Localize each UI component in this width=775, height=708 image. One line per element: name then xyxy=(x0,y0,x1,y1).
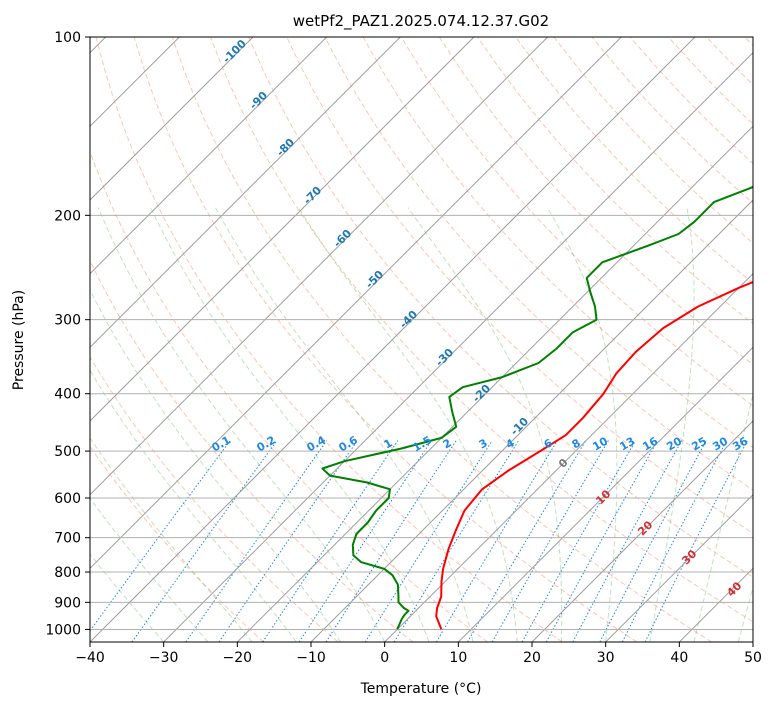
x-tick-label: −20 xyxy=(223,650,253,666)
mixing-ratio-line xyxy=(364,440,493,642)
moist-adiabat-line xyxy=(649,207,695,642)
x-axis-ticks: −40 −30 −20 −10 0 10 20 30 40 50 xyxy=(75,642,762,666)
temperature-profile-line xyxy=(435,281,753,630)
x-tick-label: 10 xyxy=(449,650,467,666)
dry-adiabat-line xyxy=(477,37,753,325)
moist-adiabat-line xyxy=(298,207,518,642)
isobar-grid xyxy=(90,37,753,630)
dry-adiabat-line xyxy=(90,356,339,642)
isotherm-line xyxy=(90,37,328,275)
chart-title: wetPf2_PAZ1.2025.074.12.37.G02 xyxy=(293,12,549,31)
mixing-ratio-line xyxy=(491,440,609,642)
mixing-ratio-line xyxy=(572,440,683,642)
dewpoint-profile-line xyxy=(321,185,753,630)
y-tick-label: 200 xyxy=(54,208,81,224)
isotherm-line xyxy=(90,37,622,570)
dry-adiabat-line xyxy=(210,37,753,623)
dry-adiabat-line xyxy=(515,37,753,284)
moist-adiabat-line xyxy=(90,289,341,642)
y-tick-label: 1000 xyxy=(45,622,81,638)
mixing-ratio-line xyxy=(262,440,399,642)
x-tick-label: 0 xyxy=(380,650,389,666)
x-tick-label: 20 xyxy=(523,650,541,666)
isotherm-line xyxy=(90,37,254,201)
isotherm-line xyxy=(163,51,753,642)
moist-adiabat-line xyxy=(150,207,430,642)
y-tick-label: 500 xyxy=(54,444,81,460)
moist-adiabat-line xyxy=(693,392,753,642)
isotherm-line xyxy=(90,37,696,642)
isotherm-line xyxy=(236,125,753,642)
moist-adiabat-line xyxy=(90,553,165,642)
dry-adiabat-line xyxy=(90,259,414,642)
y-tick-label: 100 xyxy=(54,30,81,46)
isotherm-line xyxy=(605,493,753,642)
isotherm-line xyxy=(384,272,753,642)
mixing-ratio-line xyxy=(599,440,707,642)
y-tick-label: 700 xyxy=(54,531,81,547)
isotherm-line xyxy=(310,199,753,642)
x-axis-label: Temperature (°C) xyxy=(360,681,482,697)
isotherm-line xyxy=(90,37,475,422)
mixing-ratio-lines xyxy=(90,440,748,642)
plot-frame xyxy=(89,36,754,643)
dry-adiabat-line xyxy=(248,37,753,578)
x-tick-label: 40 xyxy=(670,650,688,666)
moist-adiabat-line xyxy=(97,207,386,642)
isotherm-line xyxy=(90,37,549,496)
mixing-ratio-line xyxy=(325,440,457,642)
dry-adiabat-line xyxy=(171,37,712,642)
x-tick-label: 30 xyxy=(597,650,615,666)
y-tick-label: 600 xyxy=(54,491,81,507)
dry-adiabat-line xyxy=(286,37,753,534)
mixing-ratio-line xyxy=(435,440,558,642)
isotherm-line xyxy=(531,420,753,642)
profile-series xyxy=(321,185,753,630)
y-tick-label: 800 xyxy=(54,565,81,581)
mixing-ratio-line xyxy=(218,440,358,642)
mixing-ratio-line xyxy=(298,440,432,642)
isotherm-line xyxy=(90,37,401,349)
dry-adiabat-line xyxy=(95,37,563,642)
x-tick-label: −30 xyxy=(149,650,179,666)
mixing-ratio-line xyxy=(467,440,587,642)
moist-adiabat-line xyxy=(90,437,253,642)
x-tick-label: −40 xyxy=(75,650,105,666)
y-tick-label: 300 xyxy=(54,313,81,329)
x-tick-label: −10 xyxy=(296,650,326,666)
mixing-ratio-line xyxy=(185,440,328,642)
dry-adiabat-line xyxy=(90,150,488,642)
isotherm-line xyxy=(457,346,753,642)
y-tick-label: 400 xyxy=(54,387,81,403)
dry-adiabat-line xyxy=(324,37,753,491)
y-tick-label: 900 xyxy=(54,595,81,611)
isotherm-grid xyxy=(90,37,753,642)
dry-adiabat-line xyxy=(362,37,753,449)
y-axis-label: Pressure (hPa) xyxy=(11,290,27,390)
x-tick-label: 50 xyxy=(744,650,762,666)
moist-adiabat-line xyxy=(90,497,209,642)
y-axis-ticks: 100 200 300 400 500 600 700 800 900 1000 xyxy=(45,30,90,638)
mixing-ratio-line xyxy=(621,440,728,642)
